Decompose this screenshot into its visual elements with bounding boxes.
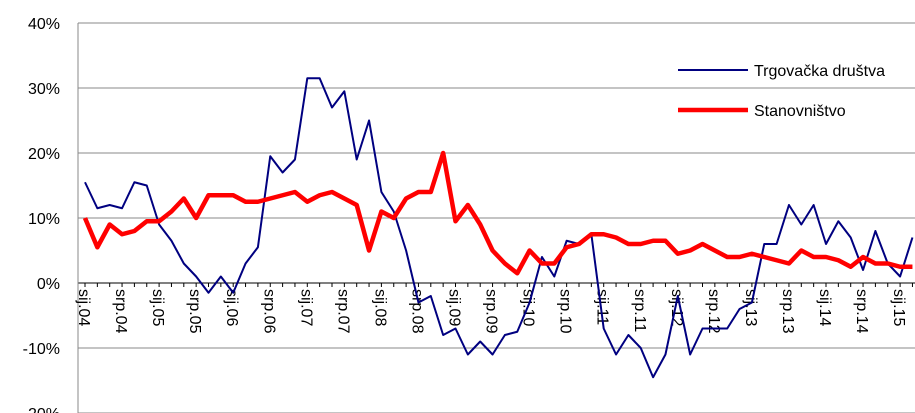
- y-tick-label: 40%: [28, 16, 60, 33]
- x-tick-label: sij.04: [75, 289, 92, 326]
- y-tick-label: -20%: [23, 406, 60, 413]
- x-tick-label: sij.15: [890, 289, 907, 326]
- x-tick-label: srp.11: [631, 289, 648, 332]
- x-tick-label: srp.14: [853, 289, 870, 334]
- x-tick-label: srp.09: [483, 289, 500, 334]
- x-tick-label: sij.13: [742, 289, 759, 326]
- y-tick-label: -10%: [23, 341, 60, 358]
- x-tick-label: srp.05: [186, 289, 203, 334]
- series-line: [82, 150, 913, 276]
- x-tick-label: sij.14: [816, 289, 833, 326]
- series-line: [84, 77, 914, 379]
- y-tick-label: 30%: [28, 81, 60, 98]
- x-tick-label: sij.07: [297, 289, 314, 326]
- x-tick-label: sij.08: [371, 289, 388, 326]
- x-tick-label: sij.11: [594, 289, 611, 325]
- x-tick-label: srp.13: [779, 289, 796, 334]
- y-tick-label: 0%: [37, 276, 60, 293]
- y-tick-label: 10%: [28, 211, 60, 228]
- x-tick-label: srp.07: [334, 289, 351, 334]
- legend-label: Stanovništvo: [754, 103, 846, 120]
- legend-label: Trgovačka društva: [754, 63, 885, 80]
- y-tick-label: 20%: [28, 146, 60, 163]
- x-tick-label: sij.05: [149, 289, 166, 326]
- x-tick-label: srp.04: [112, 289, 129, 334]
- x-tick-label: srp.12: [705, 289, 722, 334]
- x-tick-label: sij.06: [223, 289, 240, 326]
- x-tick-label: srp.10: [557, 289, 574, 334]
- x-tick-label: sij.09: [446, 289, 463, 326]
- x-tick-label: srp.06: [260, 289, 277, 334]
